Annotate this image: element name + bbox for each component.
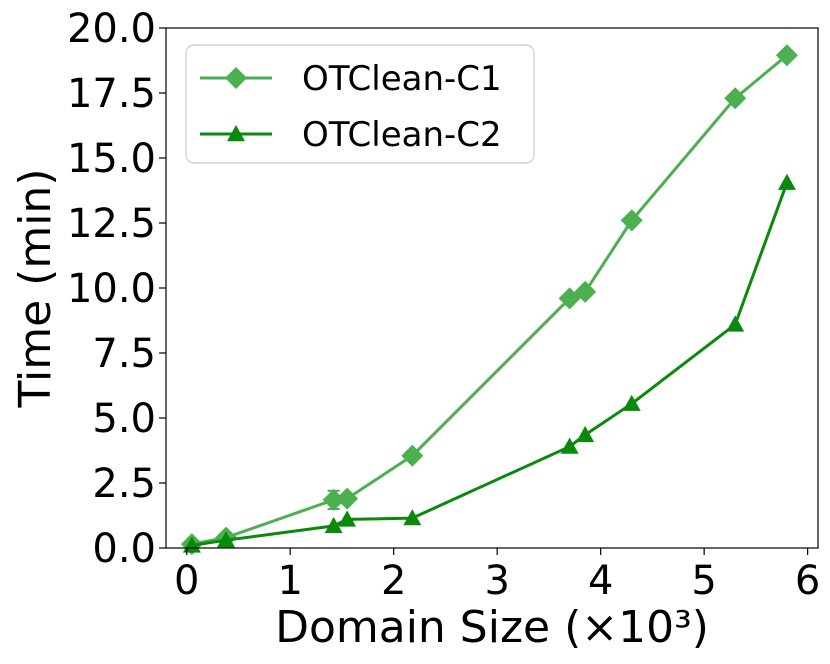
legend-marker (227, 125, 245, 142)
data-point (622, 394, 641, 411)
x-axis-label: Domain Size (×10³) (275, 602, 709, 653)
data-point (336, 487, 359, 510)
x-tick-label: 4 (588, 558, 613, 604)
y-tick-label: 17.5 (67, 71, 156, 117)
data-point (726, 315, 745, 332)
data-point (322, 488, 345, 511)
y-tick-label: 20.0 (67, 6, 156, 52)
data-point (777, 173, 796, 190)
series-otclean-c1 (180, 44, 798, 556)
legend-label: OTClean-C1 (302, 59, 502, 99)
data-point (324, 516, 343, 534)
data-point (560, 437, 579, 454)
x-axis: 0 1 2 3 4 5 6 (174, 548, 820, 604)
y-tick-label: 2.5 (92, 461, 156, 507)
legend-item: OTClean-C1 (200, 59, 502, 99)
legend-label: OTClean-C2 (302, 115, 502, 155)
y-tick-label: 15.0 (67, 136, 156, 182)
data-point (558, 287, 581, 310)
legend-box (185, 44, 535, 164)
x-tick-label: 6 (795, 558, 820, 604)
data-point (403, 509, 422, 526)
x-tick-label: 5 (691, 558, 716, 604)
data-point (401, 444, 424, 467)
x-tick-label: 0 (174, 558, 199, 604)
data-point (724, 87, 747, 110)
series-line (191, 54, 788, 546)
data-point (574, 280, 597, 303)
x-tick-label: 1 (277, 558, 302, 604)
x-tick-label: 3 (484, 558, 509, 604)
data-point (576, 425, 595, 443)
legend: OTClean-C1 OTClean-C2 (185, 44, 535, 164)
legend-item: OTClean-C2 (200, 115, 502, 155)
y-tick-label: 7.5 (92, 331, 156, 377)
y-tick-label: 5.0 (92, 396, 156, 442)
legend-marker (225, 67, 247, 89)
data-point (620, 209, 643, 232)
data-point (338, 510, 357, 527)
series-otclean-c2 (182, 173, 796, 553)
data-point (775, 44, 798, 67)
y-tick-label: 0.0 (92, 526, 156, 572)
y-tick-label: 10.0 (67, 266, 156, 312)
series-line (191, 182, 789, 547)
x-tick-label: 2 (381, 558, 406, 604)
y-axis: 0.0 2.5 5.0 7.5 10.0 12.5 15.0 17.5 20.0 (67, 6, 166, 572)
y-tick-label: 12.5 (67, 201, 156, 247)
data-point (217, 531, 236, 548)
y-axis-label: Time (min) (10, 169, 61, 409)
